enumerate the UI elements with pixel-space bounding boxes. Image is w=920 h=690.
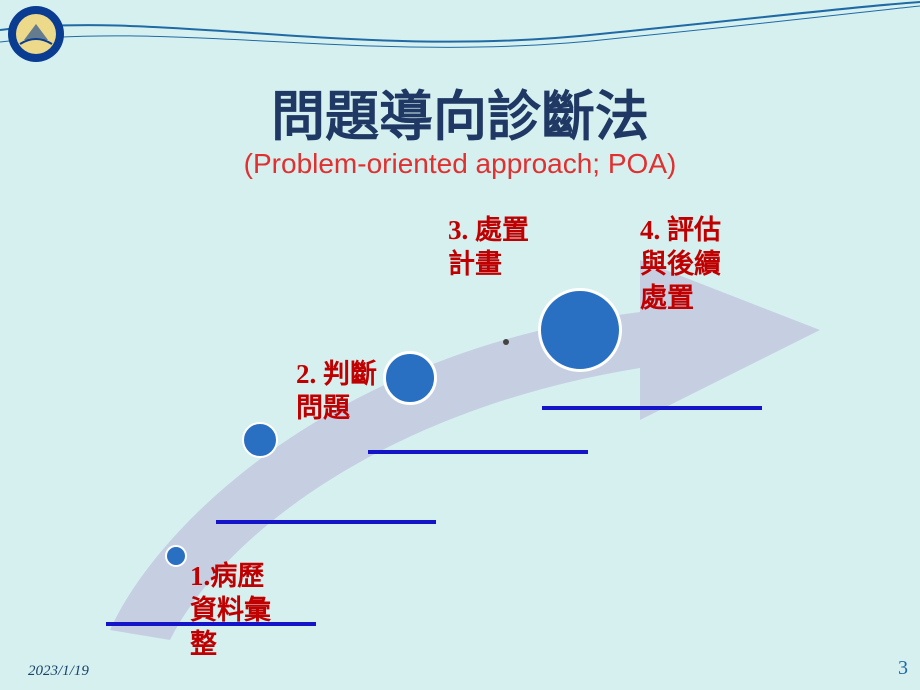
footer-date: 2023/1/19 [28,663,89,680]
slide: 問題導向診斷法 (Problem-oriented approach; POA)… [0,0,920,690]
slide-title: 問題導向診斷法 [0,72,920,151]
swoosh-path [0,0,920,41]
footer-page-number: 3 [898,657,908,680]
step-circle-4 [538,288,622,372]
step-underline-3 [368,450,588,454]
step-label-2: 2. 判斷 問題 [296,358,377,426]
step-label-4: 4. 評估 與後續 處置 [640,214,721,315]
step-circle-1 [165,545,187,567]
step-underline-2 [216,520,436,524]
step-label-1: 1.病歷 資料彙 整 [190,560,271,661]
step-circle-2 [242,422,278,458]
step-label-3: 3. 處置 計畫 [448,214,529,282]
slide-subtitle: (Problem-oriented approach; POA) [0,148,920,180]
step-circle-3 [383,351,437,405]
step-underline-4 [542,406,762,410]
university-logo-icon [6,4,66,64]
top-swoosh [0,0,920,60]
decorative-dot [503,339,509,345]
